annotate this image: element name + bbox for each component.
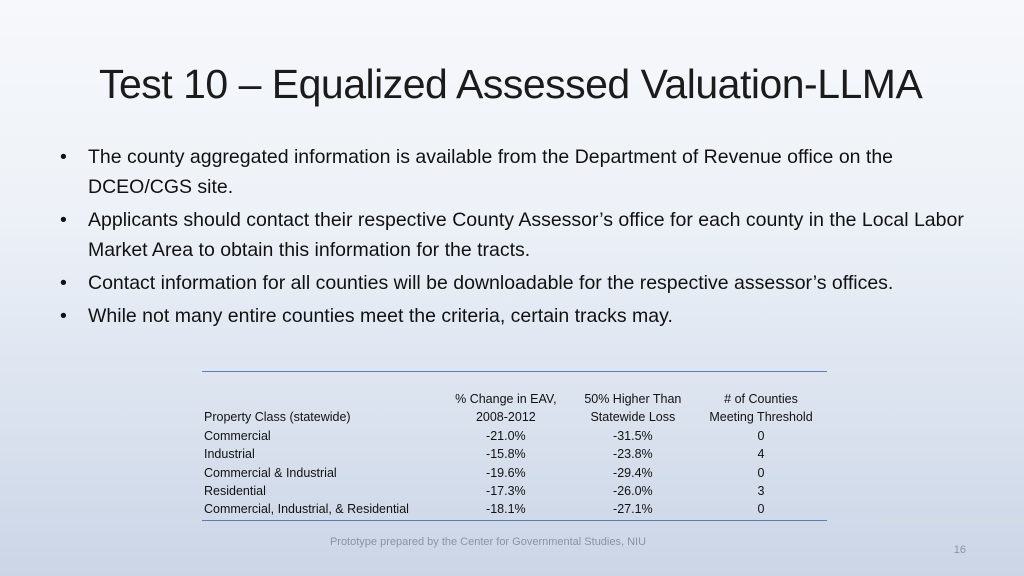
page-number: 16 [953,544,966,556]
bullet-list: • The county aggregated information is a… [58,142,978,334]
header-empty-cell [202,372,441,409]
cell-property-class: Industrial [204,447,255,462]
table-body: Commercial -21.0% -31.5% 0 Industrial -1… [202,427,827,521]
bullet-text: The county aggregated information is ava… [88,146,894,198]
cell-property-class: Commercial [204,428,271,443]
cell-counties: 0 [757,502,765,517]
table-row: Industrial -15.8% -23.8% 4 [202,445,827,463]
cell-higher-than-loss: -31.5% [613,428,653,443]
header-counties-line1: # of Counties [724,392,798,406]
table-row: Commercial, Industrial, & Residential -1… [202,500,827,520]
cell-pct-change: -21.0% [486,428,526,443]
header-higher-line2: Statewide Loss [590,410,676,425]
bullet-text: Applicants should contact their respecti… [88,209,964,261]
bullet-dot-icon: • [60,146,67,168]
bullet-item: • Applicants should contact their respec… [58,205,978,265]
bullet-dot-icon: • [60,305,67,327]
bullet-item: • Contact information for all counties w… [58,268,978,298]
footer-credit: Prototype prepared by the Center for Gov… [329,536,647,548]
cell-property-class: Commercial & Industrial [204,465,337,480]
cell-pct-change: -18.1% [486,502,526,517]
eav-table: % Change in EAV, 50% Higher Than # of Co… [202,371,827,521]
header-counties-line2: Meeting Threshold [709,410,813,425]
cell-counties: 0 [757,465,765,480]
bullet-dot-icon: • [60,272,67,294]
bullet-item: • The county aggregated information is a… [58,142,978,202]
cell-property-class: Residential [204,484,266,499]
bullet-dot-icon: • [60,209,67,231]
cell-higher-than-loss: -29.4% [613,465,653,480]
table-row: Commercial & Industrial -19.6% -29.4% 0 [202,464,827,482]
header-higher-line1: 50% Higher Than [584,392,682,406]
bullet-text: Contact information for all counties wil… [88,272,894,294]
header-pct-change-line2: 2008-2012 [475,410,536,425]
table-row: Commercial -21.0% -31.5% 0 [202,427,827,445]
slide-title: Test 10 – Equalized Assessed Valuation-L… [99,61,923,107]
table-header-row: % Change in EAV, 50% Higher Than # of Co… [202,372,827,409]
table-row: Residential -17.3% -26.0% 3 [202,482,827,500]
cell-property-class: Commercial, Industrial, & Residential [204,502,409,517]
cell-pct-change: -19.6% [486,465,526,480]
cell-higher-than-loss: -26.0% [613,484,653,499]
cell-counties: 4 [757,447,765,462]
table-header-row: Property Class (statewide) 2008-2012 Sta… [202,408,827,426]
bullet-item: • While not many entire counties meet th… [58,301,978,331]
table-header: % Change in EAV, 50% Higher Than # of Co… [202,372,827,427]
header-property-class: Property Class (statewide) [204,410,351,425]
cell-counties: 3 [757,484,765,499]
cell-higher-than-loss: -27.1% [613,502,653,517]
cell-higher-than-loss: -23.8% [613,447,653,462]
cell-counties: 0 [757,428,765,443]
cell-pct-change: -15.8% [486,447,526,462]
header-pct-change-line1: % Change in EAV, [455,392,557,406]
cell-pct-change: -17.3% [486,484,526,499]
bullet-text: While not many entire counties meet the … [88,305,673,327]
